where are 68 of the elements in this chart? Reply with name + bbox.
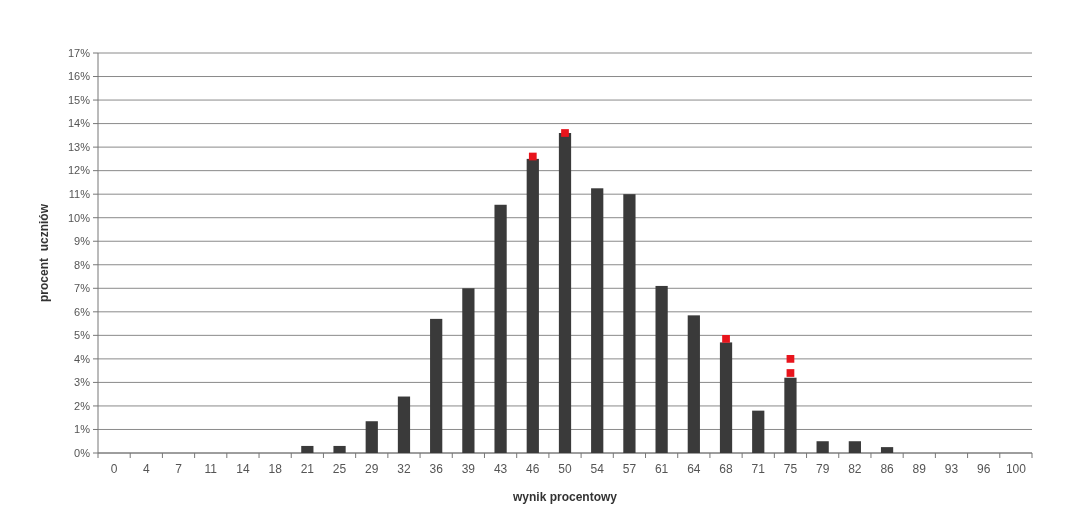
- x-tick-label: 79: [815, 462, 830, 476]
- bar: [397, 396, 411, 453]
- y-tick-label: 0%: [74, 446, 91, 459]
- x-tick-label: 61: [654, 462, 669, 476]
- x-tick-label: 57: [622, 462, 637, 476]
- x-tick-label: 11: [204, 462, 218, 476]
- x-tick-label: 36: [429, 462, 444, 476]
- x-tick-label: 46: [526, 462, 540, 476]
- x-tick-label: 93: [944, 462, 959, 476]
- x-tick-label: 4: [142, 462, 150, 476]
- y-axis-title: procent uczniów: [37, 203, 51, 303]
- y-tick-label: 6%: [74, 305, 91, 318]
- x-tick-label: 29: [365, 462, 379, 476]
- x-tick-label: 100: [1005, 462, 1027, 476]
- x-axis-title: wynik procentowy: [511, 490, 618, 504]
- x-tick-label: 7: [175, 462, 183, 476]
- bar: [333, 445, 346, 453]
- y-tick-label: 1%: [74, 423, 91, 436]
- bar: [719, 342, 733, 453]
- bar: [848, 441, 861, 453]
- bar: [623, 194, 636, 453]
- y-tick-label: 4%: [74, 352, 91, 365]
- bar: [526, 158, 539, 453]
- bar: [816, 441, 829, 453]
- bar: [880, 447, 894, 453]
- y-tick-label: 11%: [68, 188, 91, 201]
- y-tick-label: 13%: [67, 140, 91, 153]
- y-tick-label: 9%: [74, 235, 91, 248]
- y-tick-label: 3%: [74, 376, 91, 389]
- y-tick-label: 12%: [67, 164, 91, 177]
- y-tick-label: 2%: [74, 399, 91, 412]
- bar: [591, 188, 604, 453]
- x-tick-label: 39: [461, 462, 476, 476]
- x-tick-label: 89: [912, 462, 927, 476]
- bar: [687, 315, 700, 453]
- x-tick-label: 14: [236, 462, 250, 476]
- x-tick-label: 86: [880, 462, 895, 476]
- bar: [365, 421, 378, 453]
- x-tick-label: 32: [397, 462, 411, 476]
- y-tick-label: 17%: [67, 46, 91, 59]
- bar: [494, 204, 507, 453]
- x-tick-label: 75: [783, 462, 798, 476]
- y-tick-label: 5%: [74, 329, 91, 342]
- x-tick-label: 71: [751, 462, 766, 476]
- bar: [655, 285, 668, 453]
- x-tick-label: 0: [110, 462, 118, 476]
- bar: [430, 318, 443, 453]
- x-tick-label: 82: [848, 462, 862, 476]
- bar: [462, 288, 475, 453]
- bar: [558, 133, 572, 453]
- y-tick-label: 14%: [67, 117, 91, 130]
- x-tick-label: 68: [719, 462, 734, 476]
- y-tick-label: 10%: [67, 211, 91, 224]
- y-tick-label: 7%: [74, 282, 91, 295]
- x-tick-label: 25: [332, 462, 347, 476]
- x-tick-label: 50: [558, 462, 572, 476]
- x-tick-label: 18: [268, 462, 283, 476]
- bar: [301, 445, 314, 453]
- bar: [784, 377, 797, 453]
- y-tick-label: 8%: [74, 258, 91, 271]
- y-tick-label: 16%: [67, 70, 91, 83]
- x-tick-label: 54: [590, 462, 605, 476]
- y-tick-label: 15%: [67, 93, 91, 106]
- bar: [752, 410, 765, 453]
- x-tick-label: 64: [687, 462, 701, 476]
- x-tick-label: 21: [300, 462, 315, 476]
- x-tick-label: 43: [493, 462, 508, 476]
- x-tick-label: 96: [977, 462, 991, 476]
